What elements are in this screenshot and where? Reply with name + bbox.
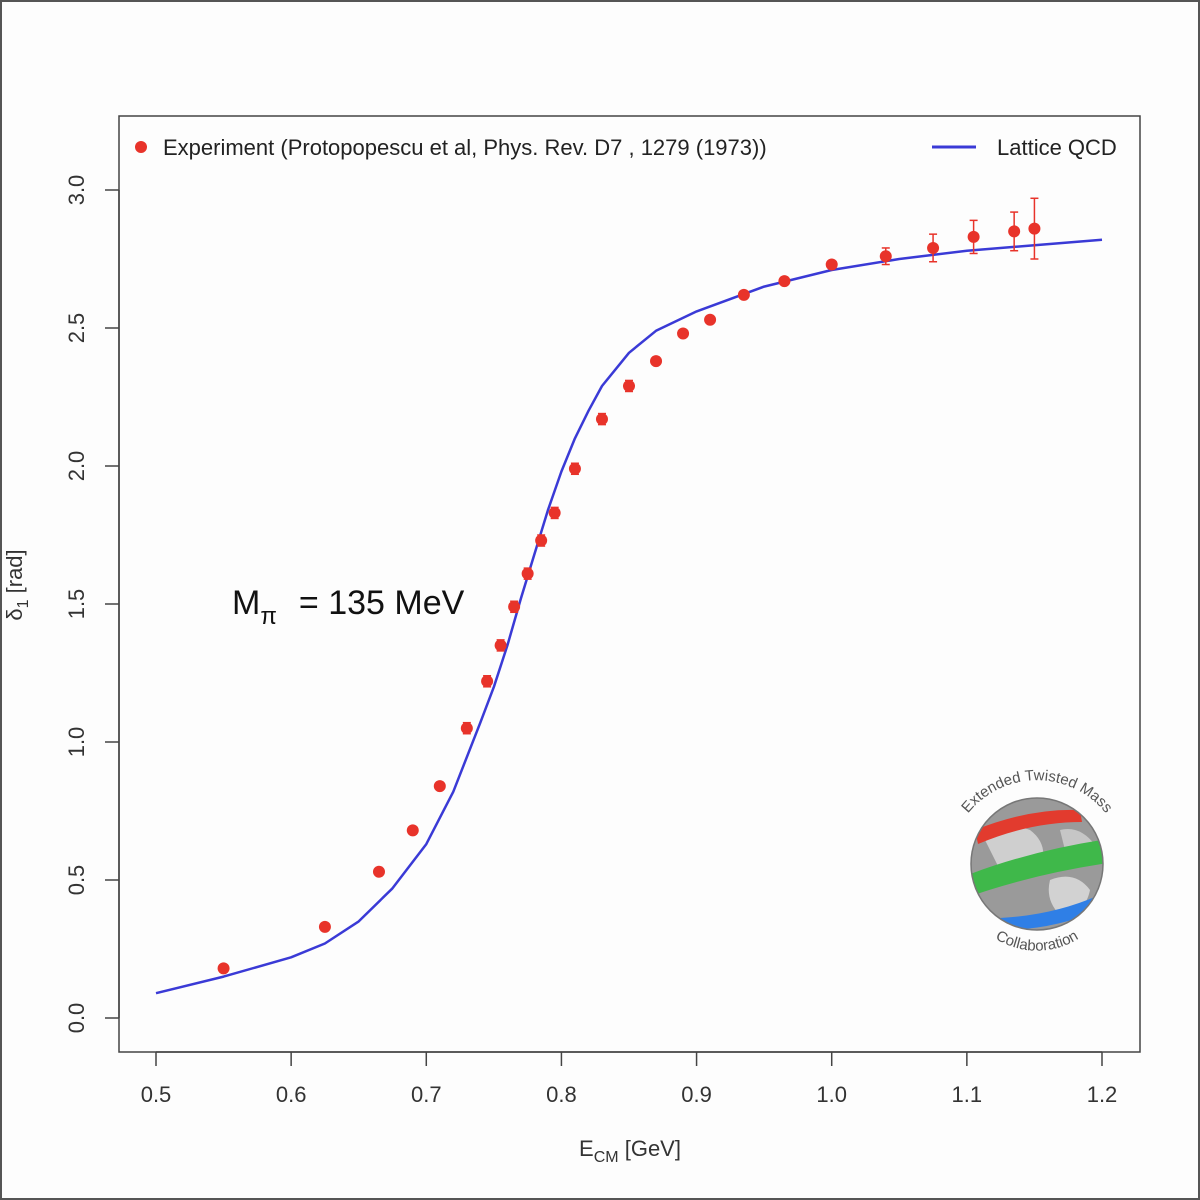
experiment-point bbox=[967, 230, 980, 243]
experiment-point bbox=[481, 675, 494, 688]
x-axis: 0.5 0.6 0.7 0.8 0.9 1.0 1.1 1.2 bbox=[141, 1051, 1118, 1107]
experiment-point bbox=[494, 639, 507, 652]
experiment-point bbox=[508, 600, 521, 613]
plot-frame bbox=[118, 115, 1141, 1053]
experiment-point bbox=[406, 824, 419, 837]
experiment-point bbox=[825, 258, 838, 271]
y-axis: 0.0 0.5 1.0 1.5 2.0 2.5 3.0 bbox=[64, 175, 120, 1034]
legend: Experiment (Protopopescu et al, Phys. Re… bbox=[135, 135, 1117, 160]
logo-bottom-text: Collaboration bbox=[993, 927, 1081, 955]
experiment-point bbox=[1028, 222, 1041, 235]
experiment-point bbox=[318, 920, 331, 933]
y-tick-label: 1.5 bbox=[64, 589, 89, 620]
y-tick-label: 2.0 bbox=[64, 451, 89, 482]
legend-experiment-label: Experiment (Protopopescu et al, Phys. Re… bbox=[163, 135, 767, 160]
experiment-points-layer bbox=[217, 197, 1041, 975]
experiment-point bbox=[650, 355, 663, 368]
legend-lattice-label: Lattice QCD bbox=[997, 135, 1117, 160]
x-tick-label: 0.5 bbox=[141, 1082, 172, 1107]
experiment-point bbox=[433, 780, 446, 793]
experiment-point bbox=[568, 462, 581, 475]
x-tick-label: 0.8 bbox=[546, 1082, 577, 1107]
experiment-point bbox=[372, 865, 385, 878]
experiment-point bbox=[217, 962, 230, 975]
x-tick-label: 0.7 bbox=[411, 1082, 442, 1107]
x-tick-label: 0.6 bbox=[276, 1082, 307, 1107]
experiment-point bbox=[1008, 225, 1021, 238]
lattice-qcd-line bbox=[155, 238, 1103, 995]
experiment-point bbox=[521, 567, 534, 580]
legend-experiment-marker bbox=[135, 141, 147, 153]
experiment-point bbox=[737, 288, 750, 301]
y-axis-label: δ1 [rad] bbox=[2, 549, 32, 620]
green-band bbox=[971, 838, 1103, 900]
experiment-point bbox=[677, 327, 690, 340]
x-tick-label: 0.9 bbox=[681, 1082, 712, 1107]
mass-annotation: Mπ = 135 MeV bbox=[232, 584, 465, 630]
red-band bbox=[975, 809, 1082, 844]
x-axis-label: ECM [GeV] bbox=[579, 1136, 681, 1166]
experiment-point bbox=[460, 722, 473, 735]
x-tick-label: 1.1 bbox=[952, 1082, 983, 1107]
y-tick-label: 0.0 bbox=[64, 1003, 89, 1034]
experiment-point bbox=[535, 534, 548, 547]
y-tick-label: 2.5 bbox=[64, 313, 89, 344]
y-tick-label: 3.0 bbox=[64, 175, 89, 206]
x-tick-label: 1.2 bbox=[1087, 1082, 1118, 1107]
experiment-point bbox=[879, 250, 892, 263]
experiment-point bbox=[778, 275, 791, 288]
lattice-qcd-layer bbox=[155, 238, 1103, 995]
y-tick-label: 1.0 bbox=[64, 727, 89, 758]
experiment-point bbox=[704, 313, 717, 326]
etmc-logo: Extended Twisted Mass Collaboration bbox=[958, 767, 1116, 955]
x-tick-label: 1.0 bbox=[816, 1082, 847, 1107]
y-tick-label: 0.5 bbox=[64, 865, 89, 896]
experiment-point bbox=[927, 241, 940, 254]
blue-band bbox=[1000, 890, 1103, 930]
experiment-point bbox=[548, 506, 561, 519]
experiment-point bbox=[595, 413, 608, 426]
experiment-point bbox=[623, 379, 635, 392]
